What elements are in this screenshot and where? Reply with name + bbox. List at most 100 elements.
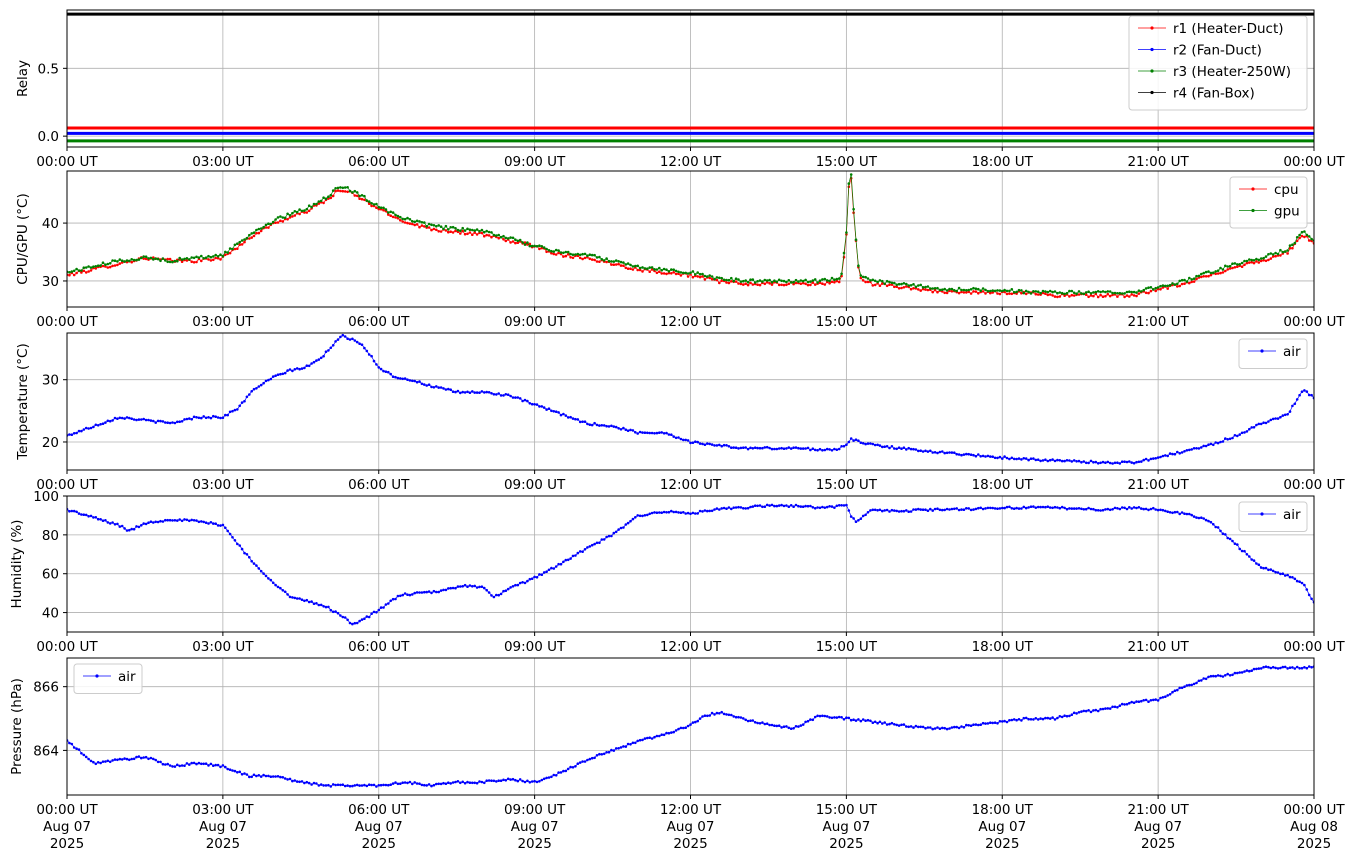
data-point [463,229,467,232]
data-point [104,760,107,763]
data-point [444,782,448,785]
data-point [825,447,829,451]
data-point [1008,505,1011,509]
data-point [542,406,546,409]
data-point [1135,506,1138,510]
data-point [276,585,280,589]
data-point [87,515,90,518]
legend-box [1238,338,1308,369]
data-point [1070,507,1074,510]
data-point [873,443,877,447]
data-point [830,449,834,452]
data-point [300,367,304,370]
data-point [1226,268,1229,271]
x-tick-label: 12:00 UT [660,639,722,655]
data-point [571,554,575,558]
data-point [439,225,443,228]
data-point [1149,507,1153,511]
data-point [960,288,963,292]
data-point [451,231,455,234]
data-point [674,272,678,276]
data-point [132,418,136,421]
data-point [84,755,88,759]
data-point [1207,675,1210,679]
data-point [1192,515,1196,518]
data-point [643,737,647,740]
data-point [339,186,342,189]
data-point [595,754,599,757]
data-point [72,509,76,513]
data-point [475,586,479,589]
data-point [238,544,241,547]
data-point [1219,266,1222,270]
data-point [506,587,510,591]
data-point [384,603,388,606]
data-point [1279,415,1282,419]
data-point [1214,525,1217,529]
data-point [461,226,465,230]
data-point [68,271,71,274]
data-point [996,292,999,295]
data-point [1288,575,1292,579]
data-point [929,726,932,729]
data-point [883,721,886,724]
data-point [142,417,145,421]
data-point [336,189,340,192]
data-point [849,173,853,176]
data-point [418,782,421,785]
data-point [650,511,654,515]
data-point [238,243,241,246]
data-point [248,556,251,559]
data-point [684,438,687,442]
x-tick-label: 2025 [829,836,863,852]
data-point [1305,233,1309,237]
data-point [478,230,481,233]
data-point [566,416,570,419]
data-point [653,268,656,271]
data-point [1036,718,1040,721]
data-point [799,447,803,450]
data-point [1056,506,1059,509]
data-point [267,577,270,580]
data-point [156,520,160,524]
data-point [192,261,196,264]
data-point [1017,288,1021,292]
data-point [101,422,105,426]
data-point [360,343,364,347]
data-point [1084,507,1088,511]
data-point [1075,712,1078,715]
data-point [571,766,575,769]
data-point [298,597,301,600]
data-point [888,283,891,287]
x-tick-label: 00:00 UT [36,314,98,330]
data-point [1212,443,1215,447]
data-point [281,220,285,223]
data-point [70,509,74,513]
data-point [1111,508,1114,511]
data-point [751,719,755,722]
data-point [662,733,666,737]
data-point [329,785,333,788]
data-point [1128,460,1131,463]
data-point [300,780,304,783]
data-point [1286,249,1289,252]
data-point [845,716,848,719]
data-point [1154,457,1157,460]
data-point [586,422,589,426]
data-point [777,283,781,287]
data-point [487,234,491,237]
data-point [763,282,767,286]
data-point [1245,261,1249,265]
data-point [1183,282,1186,286]
data-point [1111,705,1114,709]
data-point [1300,390,1304,394]
data-point [607,750,611,754]
data-point [432,783,436,787]
data-point [1159,284,1162,288]
data-point [101,519,105,522]
data-point [730,713,733,717]
data-point [974,287,978,291]
data-point [758,722,762,725]
data-point [1238,547,1241,551]
data-point [355,783,359,787]
